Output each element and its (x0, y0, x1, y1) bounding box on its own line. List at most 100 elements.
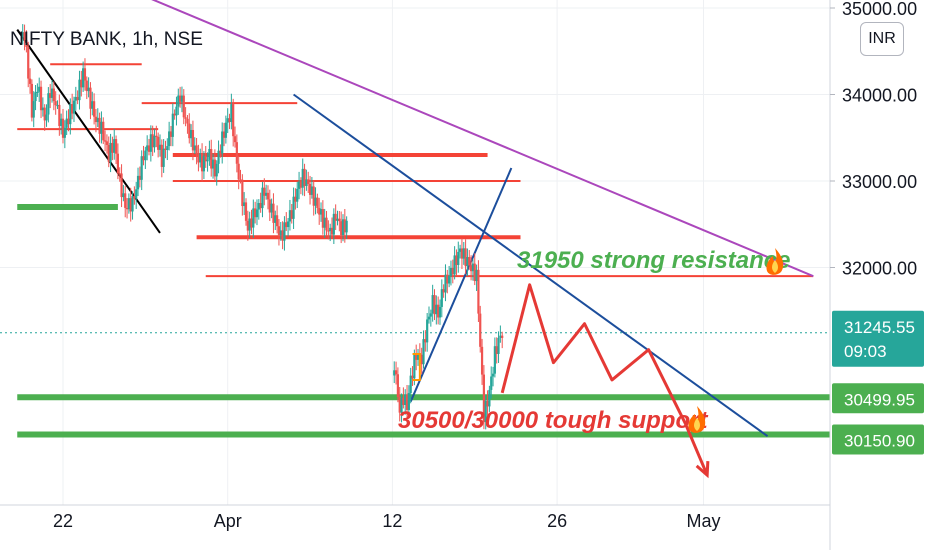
candle-body (168, 131, 171, 147)
candle-body (473, 263, 476, 282)
candle-body (118, 173, 121, 175)
candle-body (162, 148, 165, 167)
candle-body (411, 375, 414, 379)
candle-body (47, 93, 50, 115)
candle-body (190, 129, 193, 139)
candle-body (301, 168, 304, 188)
candle-body (429, 313, 432, 317)
support-badge-2: 30150.90 (832, 424, 924, 455)
candle-body (96, 117, 99, 123)
candle-body (224, 122, 227, 138)
candle-body (202, 155, 206, 172)
candle-body (294, 196, 297, 202)
trendline (16, 29, 161, 234)
candle-body (413, 354, 416, 379)
candle-body (277, 226, 281, 236)
candle-body (166, 146, 169, 150)
candle-body (56, 104, 59, 107)
candle-body (321, 209, 324, 228)
candle-body (38, 86, 41, 92)
level-layer (0, 63, 830, 438)
candle-body (54, 101, 57, 106)
candle-body (144, 150, 147, 161)
candle-body (480, 346, 484, 375)
candle-body (71, 104, 74, 114)
candle-body (151, 134, 154, 148)
candle-body (404, 394, 407, 405)
candle-body (444, 274, 447, 293)
candle-body (440, 289, 443, 307)
candle-body (455, 255, 458, 266)
candle-body (127, 198, 130, 210)
candle-body (210, 148, 213, 169)
candle-body (491, 373, 495, 377)
candle-body (270, 203, 273, 213)
candle-body (93, 101, 96, 117)
candle-body (158, 144, 162, 150)
candle-body (25, 39, 28, 47)
currency-button[interactable]: INR (860, 22, 904, 56)
candle-body (221, 131, 224, 154)
candle-body (438, 306, 442, 318)
candle-body (394, 370, 398, 375)
candle-body (493, 346, 496, 374)
candle-body (495, 346, 498, 354)
last-price-badge-text: 31245.55 (844, 318, 915, 337)
price-tick-label: 34000.00 (842, 86, 917, 106)
candle-body (50, 88, 54, 98)
candle-body (74, 96, 77, 101)
candle-body (140, 156, 143, 180)
candle-body (257, 203, 260, 210)
candle-body (323, 217, 326, 228)
candle-body (45, 114, 48, 121)
candle-body (318, 207, 321, 215)
candle-body (475, 269, 478, 282)
candle-body (312, 186, 315, 206)
candle-body (316, 197, 319, 208)
candle-body (58, 104, 61, 126)
candle-body (336, 218, 339, 221)
candle-body (85, 80, 88, 92)
candle-body (87, 87, 90, 92)
candle-body (407, 393, 410, 410)
candle-body (274, 215, 277, 223)
candle-body (431, 295, 434, 314)
candle-body (266, 192, 270, 200)
last-price-badge-bg (832, 310, 924, 367)
candle-body (30, 83, 33, 118)
candle-body (426, 319, 429, 343)
range-marker (412, 353, 421, 381)
candle-body (340, 221, 343, 236)
candle-body (341, 219, 345, 236)
candle-body (462, 248, 465, 259)
candle-body (459, 248, 462, 252)
price-tick-label: 33000.00 (842, 172, 917, 192)
candle-body (400, 397, 403, 413)
candle-body (330, 227, 334, 235)
candle-body (319, 209, 323, 215)
candle-body (286, 221, 290, 228)
candle-body (290, 210, 293, 219)
candle-body (191, 129, 195, 151)
candle-body (314, 197, 317, 206)
candle-body (329, 227, 332, 232)
fire-icon-inner (772, 260, 778, 273)
candle-body (501, 335, 504, 338)
candle-body (125, 207, 129, 210)
fire-icon (766, 248, 784, 275)
candle-body (160, 144, 163, 167)
candle-body (449, 267, 453, 276)
candle-body (464, 248, 467, 267)
candle-body (446, 274, 449, 284)
candle-body (111, 142, 114, 153)
candle-body (113, 139, 116, 153)
candle-body (308, 184, 312, 195)
last-price-badge-text: 09:03 (844, 342, 887, 361)
candle-body (281, 230, 284, 241)
candle-body (133, 196, 136, 199)
annotation-layer: 31950 strong resistance 30500/30000 tough… (398, 247, 790, 434)
candle-body (310, 186, 313, 195)
candle-body (142, 156, 145, 161)
time-tick-label: Apr (214, 511, 242, 531)
